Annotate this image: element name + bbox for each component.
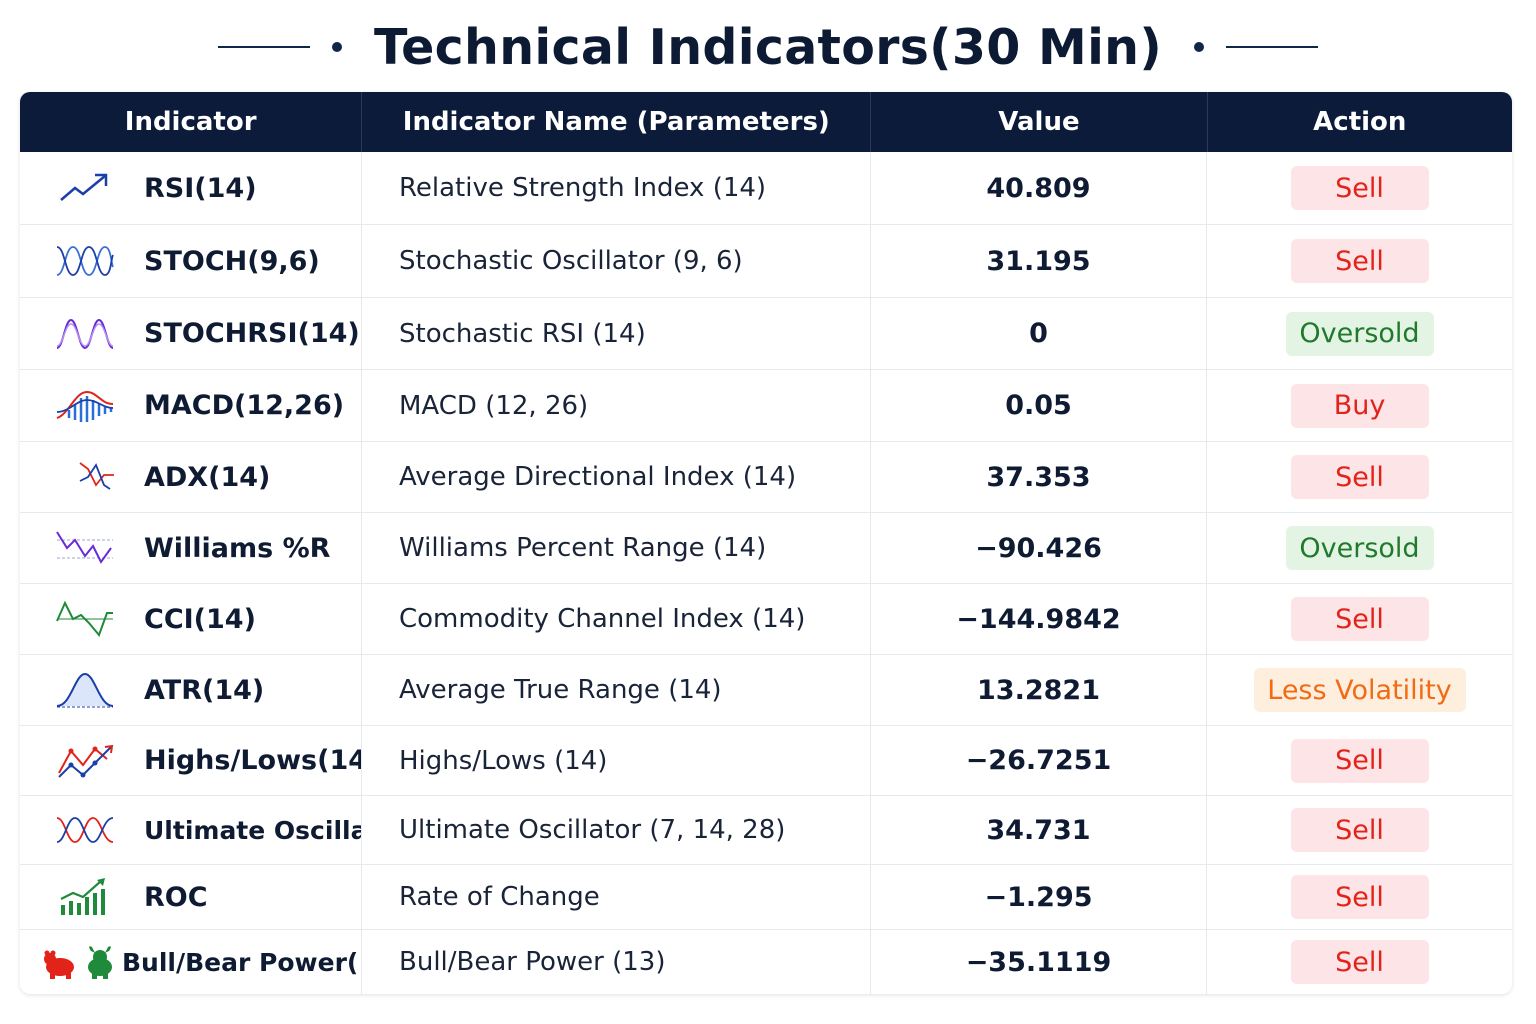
- table-row: ROC Rate of Change −1.295 Sell: [20, 865, 1512, 930]
- indicator-label: ATR(14): [144, 674, 265, 706]
- indicator-full-name: Stochastic RSI (14): [362, 298, 871, 369]
- trend-up-arrow-icon: [54, 168, 116, 208]
- action-badge: Sell: [1290, 166, 1429, 210]
- table-row: Bull/Bear Power(13) Bull/Bear Power (13)…: [20, 930, 1512, 994]
- indicator-label: RSI(14): [144, 172, 257, 204]
- indicator-value: 40.809: [871, 152, 1207, 224]
- indicator-value: −90.426: [871, 513, 1207, 583]
- table-row: Williams %R Williams Percent Range (14) …: [20, 513, 1512, 584]
- column-header-action: Action: [1313, 107, 1407, 137]
- action-badge: Sell: [1290, 940, 1429, 984]
- action-badge: Sell: [1290, 738, 1429, 783]
- action-badge: Less Volatility: [1253, 668, 1466, 712]
- indicator-label: Williams %R: [144, 532, 331, 564]
- indicator-value: 0: [871, 298, 1207, 369]
- indicator-label: ROC: [144, 881, 208, 913]
- adx-directional-icon: [54, 457, 116, 497]
- indicators-table: Indicator Indicator Name (Parameters) Va…: [20, 92, 1512, 994]
- indicator-full-name: Bull/Bear Power (13): [362, 930, 871, 994]
- macd-histogram-icon: [54, 386, 116, 426]
- indicator-value: −26.7251: [871, 726, 1207, 795]
- indicator-label: Ultimate Oscillator: [144, 815, 361, 845]
- action-badge: Sell: [1290, 597, 1429, 641]
- action-badge: Oversold: [1285, 311, 1434, 356]
- action-badge: Sell: [1290, 455, 1429, 499]
- indicator-full-name: Rate of Change: [362, 865, 871, 929]
- action-badge: Sell: [1290, 808, 1429, 852]
- table-header: Indicator Indicator Name (Parameters) Va…: [20, 92, 1512, 152]
- indicator-label: MACD(12,26): [144, 390, 345, 421]
- ultimate-oscillator-waves-icon: [54, 810, 116, 850]
- highs-lows-zigzag-icon: [54, 741, 116, 781]
- indicator-value: −144.9842: [871, 584, 1207, 654]
- indicator-full-name: Average True Range (14): [362, 655, 871, 725]
- title-right-line: [1226, 46, 1319, 48]
- indicator-value: 0.05: [871, 370, 1207, 441]
- indicator-full-name: MACD (12, 26): [362, 370, 871, 441]
- indicator-value: 13.2821: [871, 655, 1207, 725]
- table-row: CCI(14) Commodity Channel Index (14) −14…: [20, 584, 1512, 655]
- williams-wave-icon: [54, 528, 116, 568]
- column-header-name: Indicator Name (Parameters): [362, 92, 872, 152]
- indicator-full-name: Highs/Lows (14): [362, 726, 871, 795]
- stochrsi-waves-icon: [54, 314, 116, 354]
- table-row: ADX(14) Average Directional Index (14) 3…: [20, 442, 1512, 513]
- column-header-value: Value: [871, 92, 1208, 152]
- indicator-full-name: Relative Strength Index (14): [362, 152, 871, 224]
- indicator-value: −1.295: [871, 865, 1207, 929]
- bull-bear-icon: [42, 942, 118, 982]
- indicator-full-name: Commodity Channel Index (14): [362, 584, 871, 654]
- table-row: Highs/Lows(14) Highs/Lows (14) −26.7251 …: [20, 726, 1512, 796]
- indicator-label: CCI(14): [144, 603, 256, 635]
- indicator-value: 31.195: [871, 225, 1207, 297]
- title-left-line: [217, 46, 310, 48]
- indicator-value: −35.1119: [871, 930, 1207, 994]
- title-right-dot: [1194, 42, 1205, 52]
- indicator-label: Bull/Bear Power(13): [122, 947, 361, 977]
- action-badge: Sell: [1290, 239, 1429, 283]
- indicator-full-name: Average Directional Index (14): [362, 442, 871, 512]
- roc-bars-arrow-icon: [54, 877, 116, 917]
- action-badge: Oversold: [1285, 526, 1434, 570]
- indicator-full-name: Ultimate Oscillator (7, 14, 28): [362, 796, 871, 864]
- indicator-value: 34.731: [871, 796, 1207, 864]
- column-header-indicator: Indicator: [20, 92, 363, 152]
- page-header: Technical Indicators(30 Min): [0, 12, 1536, 82]
- table-row: MACD(12,26) MACD (12, 26) 0.05 Buy: [20, 370, 1512, 442]
- table-row: STOCH(9,6) Stochastic Oscillator (9, 6) …: [20, 225, 1512, 298]
- indicator-label: STOCH(9,6): [144, 245, 320, 277]
- indicator-label: STOCHRSI(14): [144, 318, 360, 349]
- table-row: Ultimate Oscillator Ultimate Oscillator …: [20, 796, 1512, 865]
- indicator-full-name: Stochastic Oscillator (9, 6): [362, 225, 871, 297]
- table-row: RSI(14) Relative Strength Index (14) 40.…: [20, 152, 1512, 225]
- action-badge: Sell: [1290, 875, 1429, 919]
- indicator-value: 37.353: [871, 442, 1207, 512]
- indicator-label: ADX(14): [144, 461, 271, 493]
- action-badge: Buy: [1290, 383, 1429, 428]
- table-body: RSI(14) Relative Strength Index (14) 40.…: [20, 152, 1512, 994]
- table-row: ATR(14) Average True Range (14) 13.2821 …: [20, 655, 1512, 726]
- page-title: Technical Indicators(30 Min): [373, 18, 1163, 76]
- stochastic-waves-icon: [54, 241, 116, 281]
- atr-bell-curve-icon: [54, 670, 116, 710]
- title-left-dot: [331, 42, 342, 52]
- indicator-full-name: Williams Percent Range (14): [362, 513, 871, 583]
- cci-wave-icon: [54, 599, 116, 639]
- table-row: STOCHRSI(14) Stochastic RSI (14) 0 Overs…: [20, 298, 1512, 370]
- indicator-label: Highs/Lows(14): [144, 745, 362, 776]
